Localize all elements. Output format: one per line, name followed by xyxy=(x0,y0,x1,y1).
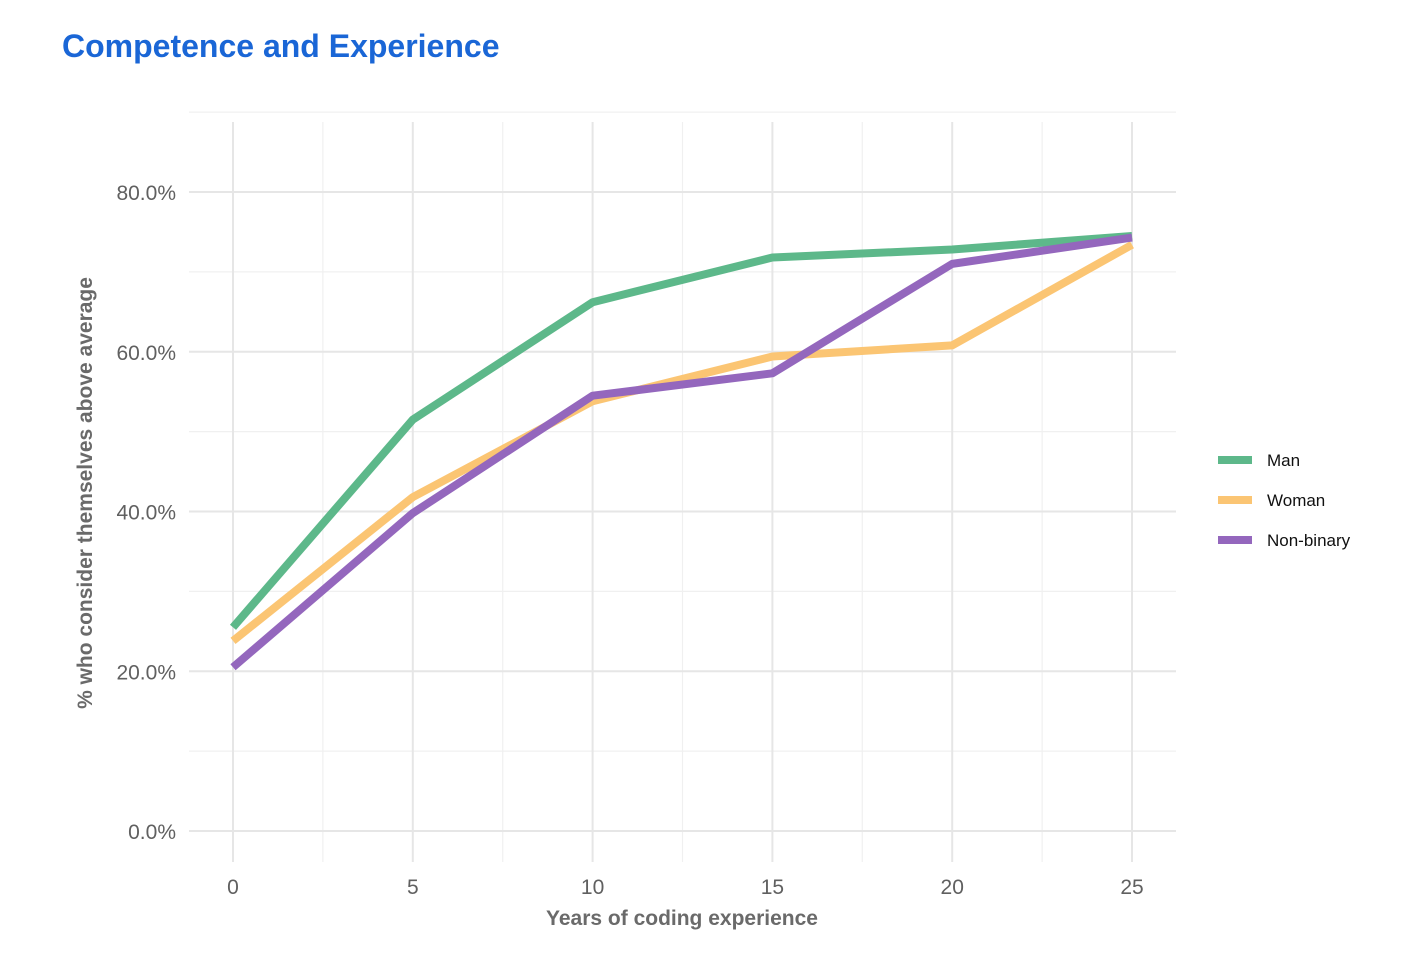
legend: Man Woman Non-binary xyxy=(1218,451,1351,550)
legend-label: Man xyxy=(1267,451,1300,470)
grid-lines xyxy=(189,111,1176,862)
chart-title: Competence and Experience xyxy=(62,28,500,64)
y-tick-label: 20.0% xyxy=(116,661,176,684)
x-tick-label: 5 xyxy=(407,876,419,899)
x-tick-label: 10 xyxy=(581,876,604,899)
y-tick-label: 80.0% xyxy=(116,182,176,205)
x-axis-ticks: 0 5 10 15 20 25 xyxy=(227,876,1144,899)
y-tick-label: 40.0% xyxy=(116,502,176,525)
y-axis-ticks: 0.0% 20.0% 40.0% 60.0% 80.0% xyxy=(116,182,176,844)
x-tick-label: 0 xyxy=(227,876,239,899)
series-line-man xyxy=(229,231,1133,630)
series-line-non-binary xyxy=(230,233,1133,671)
series-line-woman xyxy=(230,241,1134,645)
legend-label: Non-binary xyxy=(1267,531,1351,550)
y-tick-label: 0.0% xyxy=(128,821,176,844)
x-axis-title: Years of coding experience xyxy=(546,907,818,930)
y-axis-title: % who consider themselves above average xyxy=(74,277,97,709)
y-tick-label: 60.0% xyxy=(116,342,176,365)
x-tick-label: 20 xyxy=(941,876,964,899)
legend-label: Woman xyxy=(1267,491,1325,510)
x-tick-label: 25 xyxy=(1120,876,1143,899)
x-tick-label: 15 xyxy=(761,876,784,899)
series-lines xyxy=(229,231,1134,671)
